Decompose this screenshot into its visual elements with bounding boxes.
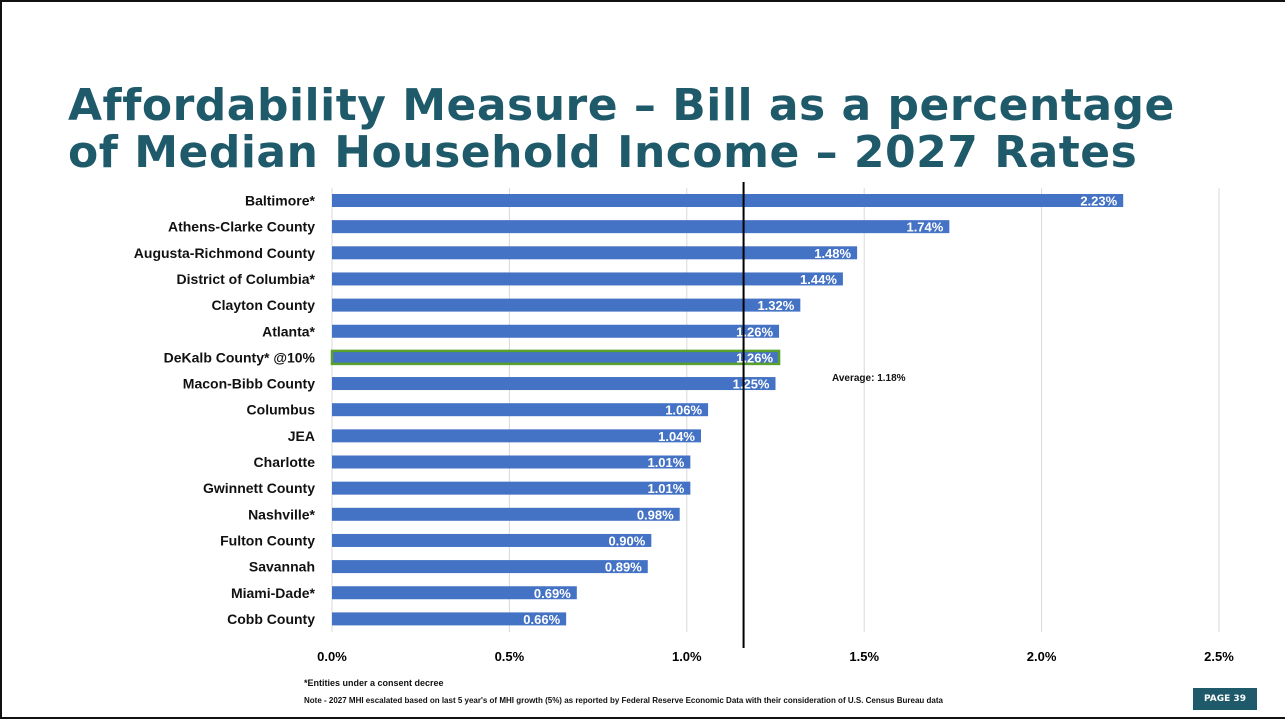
- x-tick-label: 1.5%: [849, 649, 879, 664]
- bar: [332, 481, 691, 495]
- category-label: Charlotte: [254, 454, 316, 470]
- category-label: Atlanta*: [262, 323, 315, 339]
- category-label: Macon-Bibb County: [183, 376, 315, 392]
- data-label: 1.04%: [658, 429, 695, 444]
- data-label: 0.66%: [523, 612, 560, 627]
- page-number-badge: PAGE 39: [1193, 688, 1257, 710]
- x-tick-label: 0.0%: [317, 649, 347, 664]
- category-label: Savannah: [249, 559, 315, 575]
- x-tick-label: 0.5%: [495, 649, 525, 664]
- data-label: 1.25%: [733, 377, 770, 392]
- category-label: Nashville*: [248, 506, 315, 522]
- bar: [332, 533, 652, 547]
- category-label: Baltimore*: [245, 193, 316, 209]
- title-line-2: of Median Household Income – 2027 Rates: [68, 127, 1138, 178]
- bar: [332, 403, 709, 417]
- data-label: 1.26%: [736, 350, 773, 365]
- category-label: Miami-Dade*: [231, 585, 316, 601]
- bar: [332, 272, 843, 286]
- data-label: 1.26%: [736, 324, 773, 339]
- data-label: 1.74%: [906, 220, 943, 235]
- bar: [332, 455, 691, 469]
- data-label: 0.89%: [605, 560, 642, 575]
- category-label: Cobb County: [227, 611, 315, 627]
- bar: [332, 612, 567, 626]
- category-label: Fulton County: [220, 532, 315, 548]
- data-label: 1.01%: [647, 481, 684, 496]
- title-line-1: Affordability Measure – Bill as a percen…: [68, 80, 1175, 131]
- data-label: 1.32%: [757, 298, 794, 313]
- bar: [332, 246, 858, 260]
- data-label: 1.01%: [647, 455, 684, 470]
- category-label: Gwinnett County: [203, 480, 315, 496]
- category-label: District of Columbia*: [177, 271, 316, 287]
- data-label: 0.90%: [608, 533, 645, 548]
- bar: [332, 507, 680, 521]
- x-tick-label: 2.0%: [1027, 649, 1057, 664]
- category-label: DeKalb County* @10%: [164, 349, 316, 365]
- category-label: JEA: [288, 428, 315, 444]
- data-label: 0.98%: [637, 507, 674, 522]
- consent-decree-footnote: *Entities under a consent decree: [304, 678, 444, 688]
- category-label: Athens-Clarke County: [168, 219, 315, 235]
- bar: [332, 298, 801, 312]
- data-label: 1.44%: [800, 272, 837, 287]
- slide-title: Affordability Measure – Bill as a percen…: [68, 82, 1175, 176]
- mhi-note: Note - 2027 MHI escalated based on last …: [304, 696, 943, 705]
- data-label: 2.23%: [1080, 194, 1117, 209]
- bar: [332, 429, 701, 443]
- bar: [332, 560, 648, 574]
- bar: [332, 324, 780, 338]
- bar: [332, 220, 950, 234]
- data-label: 1.06%: [665, 403, 702, 418]
- category-label: Clayton County: [212, 297, 316, 313]
- category-label: Columbus: [247, 402, 316, 418]
- bar: [332, 586, 577, 600]
- bar: [332, 194, 1124, 207]
- average-label: Average: 1.18%: [832, 373, 906, 384]
- category-label: Augusta-Richmond County: [134, 245, 315, 261]
- x-tick-label: 2.5%: [1204, 649, 1234, 664]
- data-label: 0.69%: [534, 586, 571, 601]
- bar: [332, 377, 776, 391]
- bar-highlighted: [330, 349, 781, 366]
- data-label: 1.48%: [814, 246, 851, 261]
- x-tick-label: 1.0%: [672, 649, 702, 664]
